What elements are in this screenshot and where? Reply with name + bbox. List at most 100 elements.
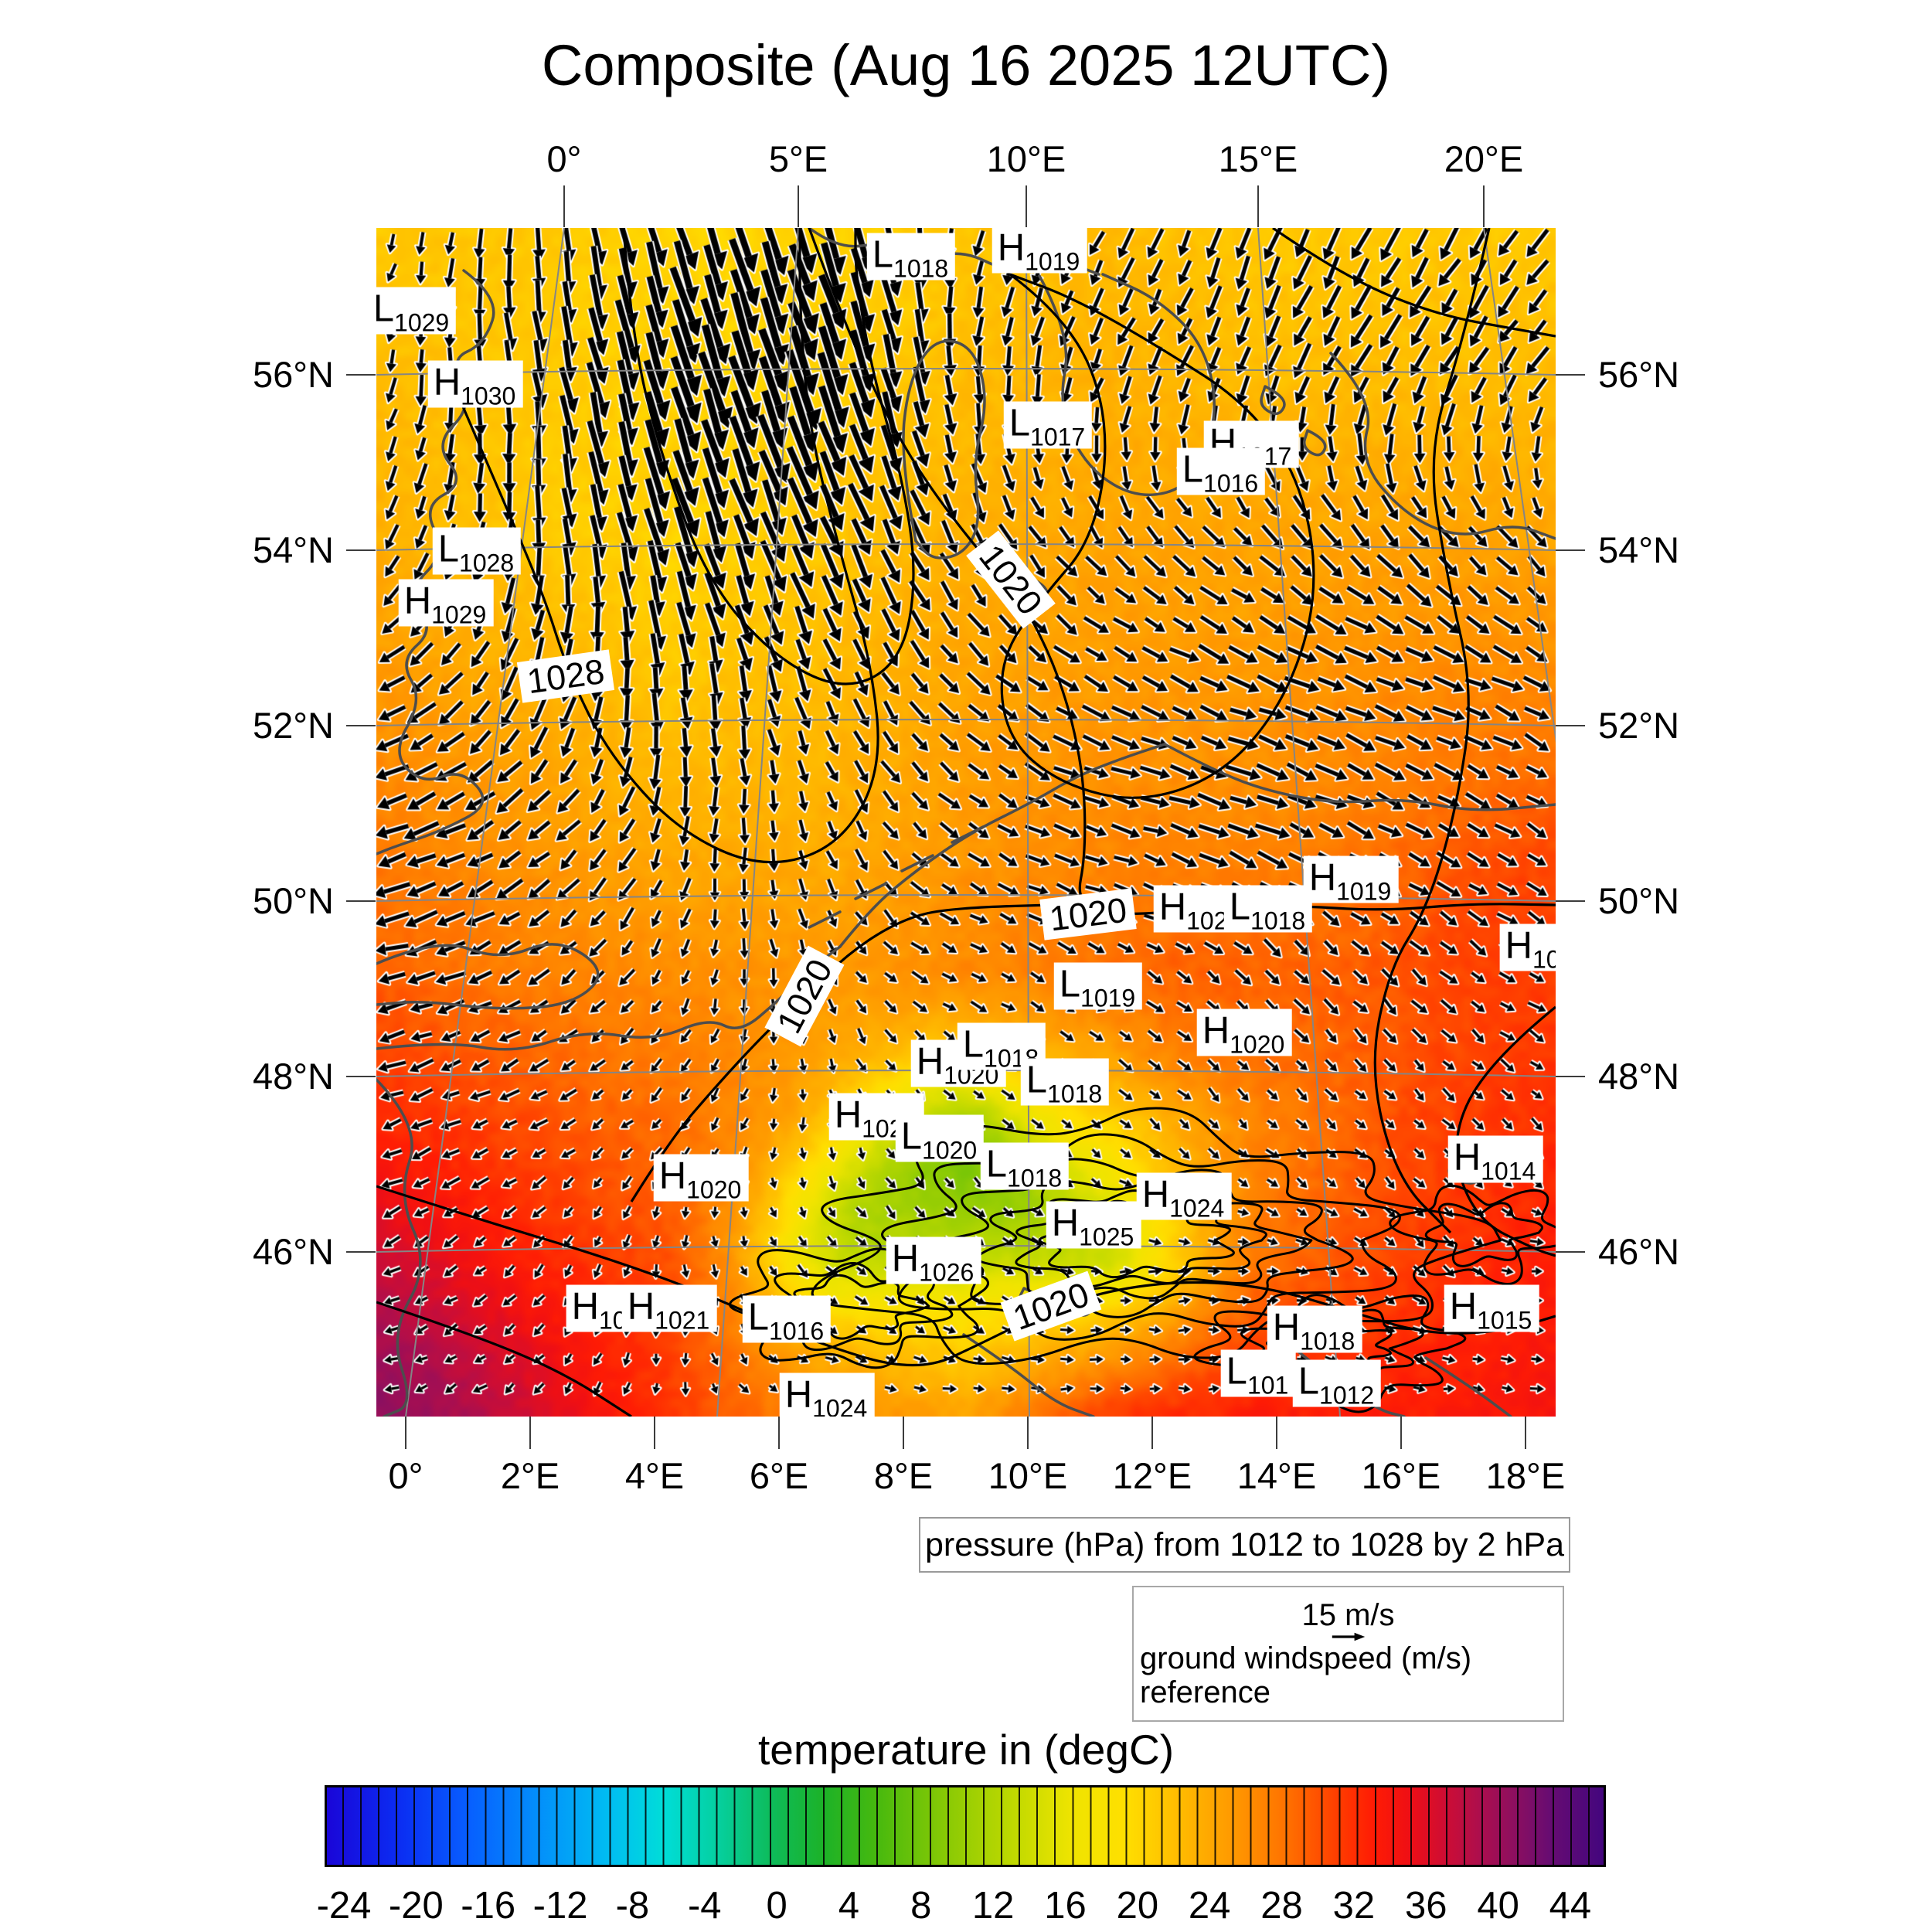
pressure-center-label-H1014: H1014 bbox=[1447, 1135, 1543, 1184]
tick-left bbox=[346, 549, 376, 551]
pressure-center-label-H1024: H1024 bbox=[1136, 1172, 1232, 1221]
isobar-contour bbox=[808, 228, 1556, 915]
isobar-contour-alps bbox=[1424, 1202, 1543, 1267]
pressure-center-label-L1018: L1018 bbox=[980, 1142, 1070, 1191]
lon-label-bottom: 12°E bbox=[1112, 1455, 1192, 1496]
lon-label-top: 5°E bbox=[768, 138, 828, 179]
isobar-contour bbox=[444, 228, 879, 864]
pressure-center-label-L1018: L1018 bbox=[866, 233, 956, 281]
tick-top bbox=[1483, 185, 1485, 227]
lon-label-bottom: 18°E bbox=[1485, 1455, 1566, 1496]
lat-label-left: 46°N bbox=[252, 1231, 334, 1272]
lat-label-right: 46°N bbox=[1598, 1231, 1680, 1272]
pressure-center-label-H101: H101 bbox=[1499, 923, 1556, 972]
wind-legend-speed: 15 m/s bbox=[1301, 1598, 1395, 1632]
pressure-center-label-H1020: H1020 bbox=[653, 1154, 749, 1202]
pressure-center-label-L1018: L1018 bbox=[1223, 885, 1313, 934]
pressure-center-label-H1020: H1020 bbox=[1196, 1009, 1292, 1057]
wind-reference-arrow-icon bbox=[1332, 1632, 1365, 1641]
tick-bottom bbox=[1525, 1417, 1526, 1449]
pressure-center-label-L1020: L1020 bbox=[895, 1114, 985, 1163]
tick-bottom bbox=[1151, 1417, 1153, 1449]
tick-left bbox=[346, 900, 376, 902]
pressure-center-label-H1018: H1018 bbox=[1267, 1305, 1362, 1354]
coastline bbox=[951, 825, 985, 844]
temperature-wind-canvas bbox=[376, 228, 1556, 1417]
contours-coastlines-overlay bbox=[376, 228, 1556, 1417]
coastline bbox=[376, 1078, 422, 1417]
lon-label-bottom: 0° bbox=[388, 1455, 423, 1496]
parallel-gridline bbox=[376, 368, 1556, 376]
parallel-gridline bbox=[376, 543, 1556, 551]
colorbar-tick-label: -16 bbox=[461, 1885, 516, 1927]
wind-legend-box: 15 m/s ground windspeed (m/s) reference bbox=[1132, 1586, 1564, 1722]
pressure-caption-text: pressure (hPa) from 1012 to 1028 by 2 hP… bbox=[924, 1526, 1565, 1563]
tick-right bbox=[1556, 549, 1585, 551]
tick-top bbox=[563, 185, 565, 227]
pressure-caption-box: pressure (hPa) from 1012 to 1028 by 2 hP… bbox=[919, 1517, 1570, 1573]
tick-top bbox=[1026, 185, 1027, 227]
tick-top bbox=[798, 185, 799, 227]
colorbar-tick-label: 8 bbox=[910, 1885, 932, 1927]
lon-label-bottom: 8°E bbox=[873, 1455, 934, 1496]
tick-left bbox=[346, 1076, 376, 1077]
colorbar-tick-label: 20 bbox=[1116, 1885, 1159, 1927]
isobar-contour bbox=[1272, 228, 1556, 338]
tick-bottom bbox=[1027, 1417, 1029, 1449]
pressure-center-label-H1019: H1019 bbox=[1303, 855, 1399, 904]
colorbar-tick-label: 12 bbox=[971, 1885, 1015, 1927]
pressure-center-label-L1029: L1029 bbox=[376, 287, 457, 335]
lon-label-bottom: 4°E bbox=[624, 1455, 685, 1496]
lon-label-bottom: 14°E bbox=[1236, 1455, 1317, 1496]
lat-label-left: 56°N bbox=[252, 354, 334, 395]
pressure-center-label-H1030: H1030 bbox=[427, 360, 523, 409]
tick-bottom bbox=[1400, 1417, 1402, 1449]
pressure-center-label-L1017: L1017 bbox=[1003, 401, 1093, 450]
pressure-center-label-L1028: L1028 bbox=[432, 527, 522, 576]
tick-left bbox=[346, 725, 376, 726]
map-plot-area: L1029H1030L1028H1029L1018H1019L1017H1017… bbox=[376, 228, 1556, 1417]
coastline bbox=[376, 945, 842, 1051]
coastline bbox=[962, 1333, 1095, 1417]
pressure-center-label-L101: L101 bbox=[1220, 1349, 1296, 1398]
tick-left bbox=[346, 374, 376, 376]
coastline bbox=[1163, 743, 1556, 811]
pressure-center-label-H1029: H1029 bbox=[398, 579, 494, 628]
coastline bbox=[1424, 1356, 1512, 1417]
coastline bbox=[902, 339, 986, 560]
pressure-center-label-L1016: L1016 bbox=[1176, 447, 1266, 496]
lat-label-right: 52°N bbox=[1598, 705, 1680, 746]
lat-label-left: 48°N bbox=[252, 1056, 334, 1097]
tick-right bbox=[1556, 900, 1585, 902]
pressure-center-label-L1018: L1018 bbox=[1020, 1058, 1110, 1107]
page-title: Composite (Aug 16 2025 12UTC) bbox=[541, 33, 1391, 97]
lon-label-bottom: 2°E bbox=[500, 1455, 560, 1496]
tick-right bbox=[1556, 374, 1585, 376]
pressure-center-label-H1019: H1019 bbox=[992, 228, 1087, 274]
tick-bottom bbox=[903, 1417, 904, 1449]
pressure-center-label-L1012: L1012 bbox=[1292, 1359, 1382, 1408]
coastline bbox=[1038, 273, 1216, 497]
tick-right bbox=[1556, 725, 1585, 726]
tick-bottom bbox=[405, 1417, 406, 1449]
tick-left bbox=[346, 1251, 376, 1253]
isobar-contour bbox=[1000, 273, 1315, 799]
pressure-center-label-H1015: H1015 bbox=[1444, 1284, 1539, 1333]
lat-label-left: 50°N bbox=[252, 880, 334, 921]
lon-label-bottom: 10°E bbox=[988, 1455, 1068, 1496]
pressure-center-label-L1019: L1019 bbox=[1053, 962, 1143, 1011]
coastline bbox=[838, 743, 1166, 948]
lat-label-left: 52°N bbox=[252, 705, 334, 746]
lon-label-top: 20°E bbox=[1444, 138, 1524, 179]
isobar-contour-alps bbox=[1389, 1184, 1556, 1286]
tick-bottom bbox=[529, 1417, 531, 1449]
colorbar-tick-label: 4 bbox=[838, 1885, 860, 1927]
lat-label-left: 54°N bbox=[252, 529, 334, 570]
isobar-contour bbox=[622, 228, 915, 685]
parallel-gridline bbox=[376, 719, 1556, 726]
colorbar-tick-label: 36 bbox=[1404, 1885, 1447, 1927]
colorbar-tick-label: -24 bbox=[316, 1885, 372, 1927]
lon-label-top: 0° bbox=[546, 138, 582, 179]
wind-legend-caption: ground windspeed (m/s) reference bbox=[1140, 1641, 1472, 1709]
